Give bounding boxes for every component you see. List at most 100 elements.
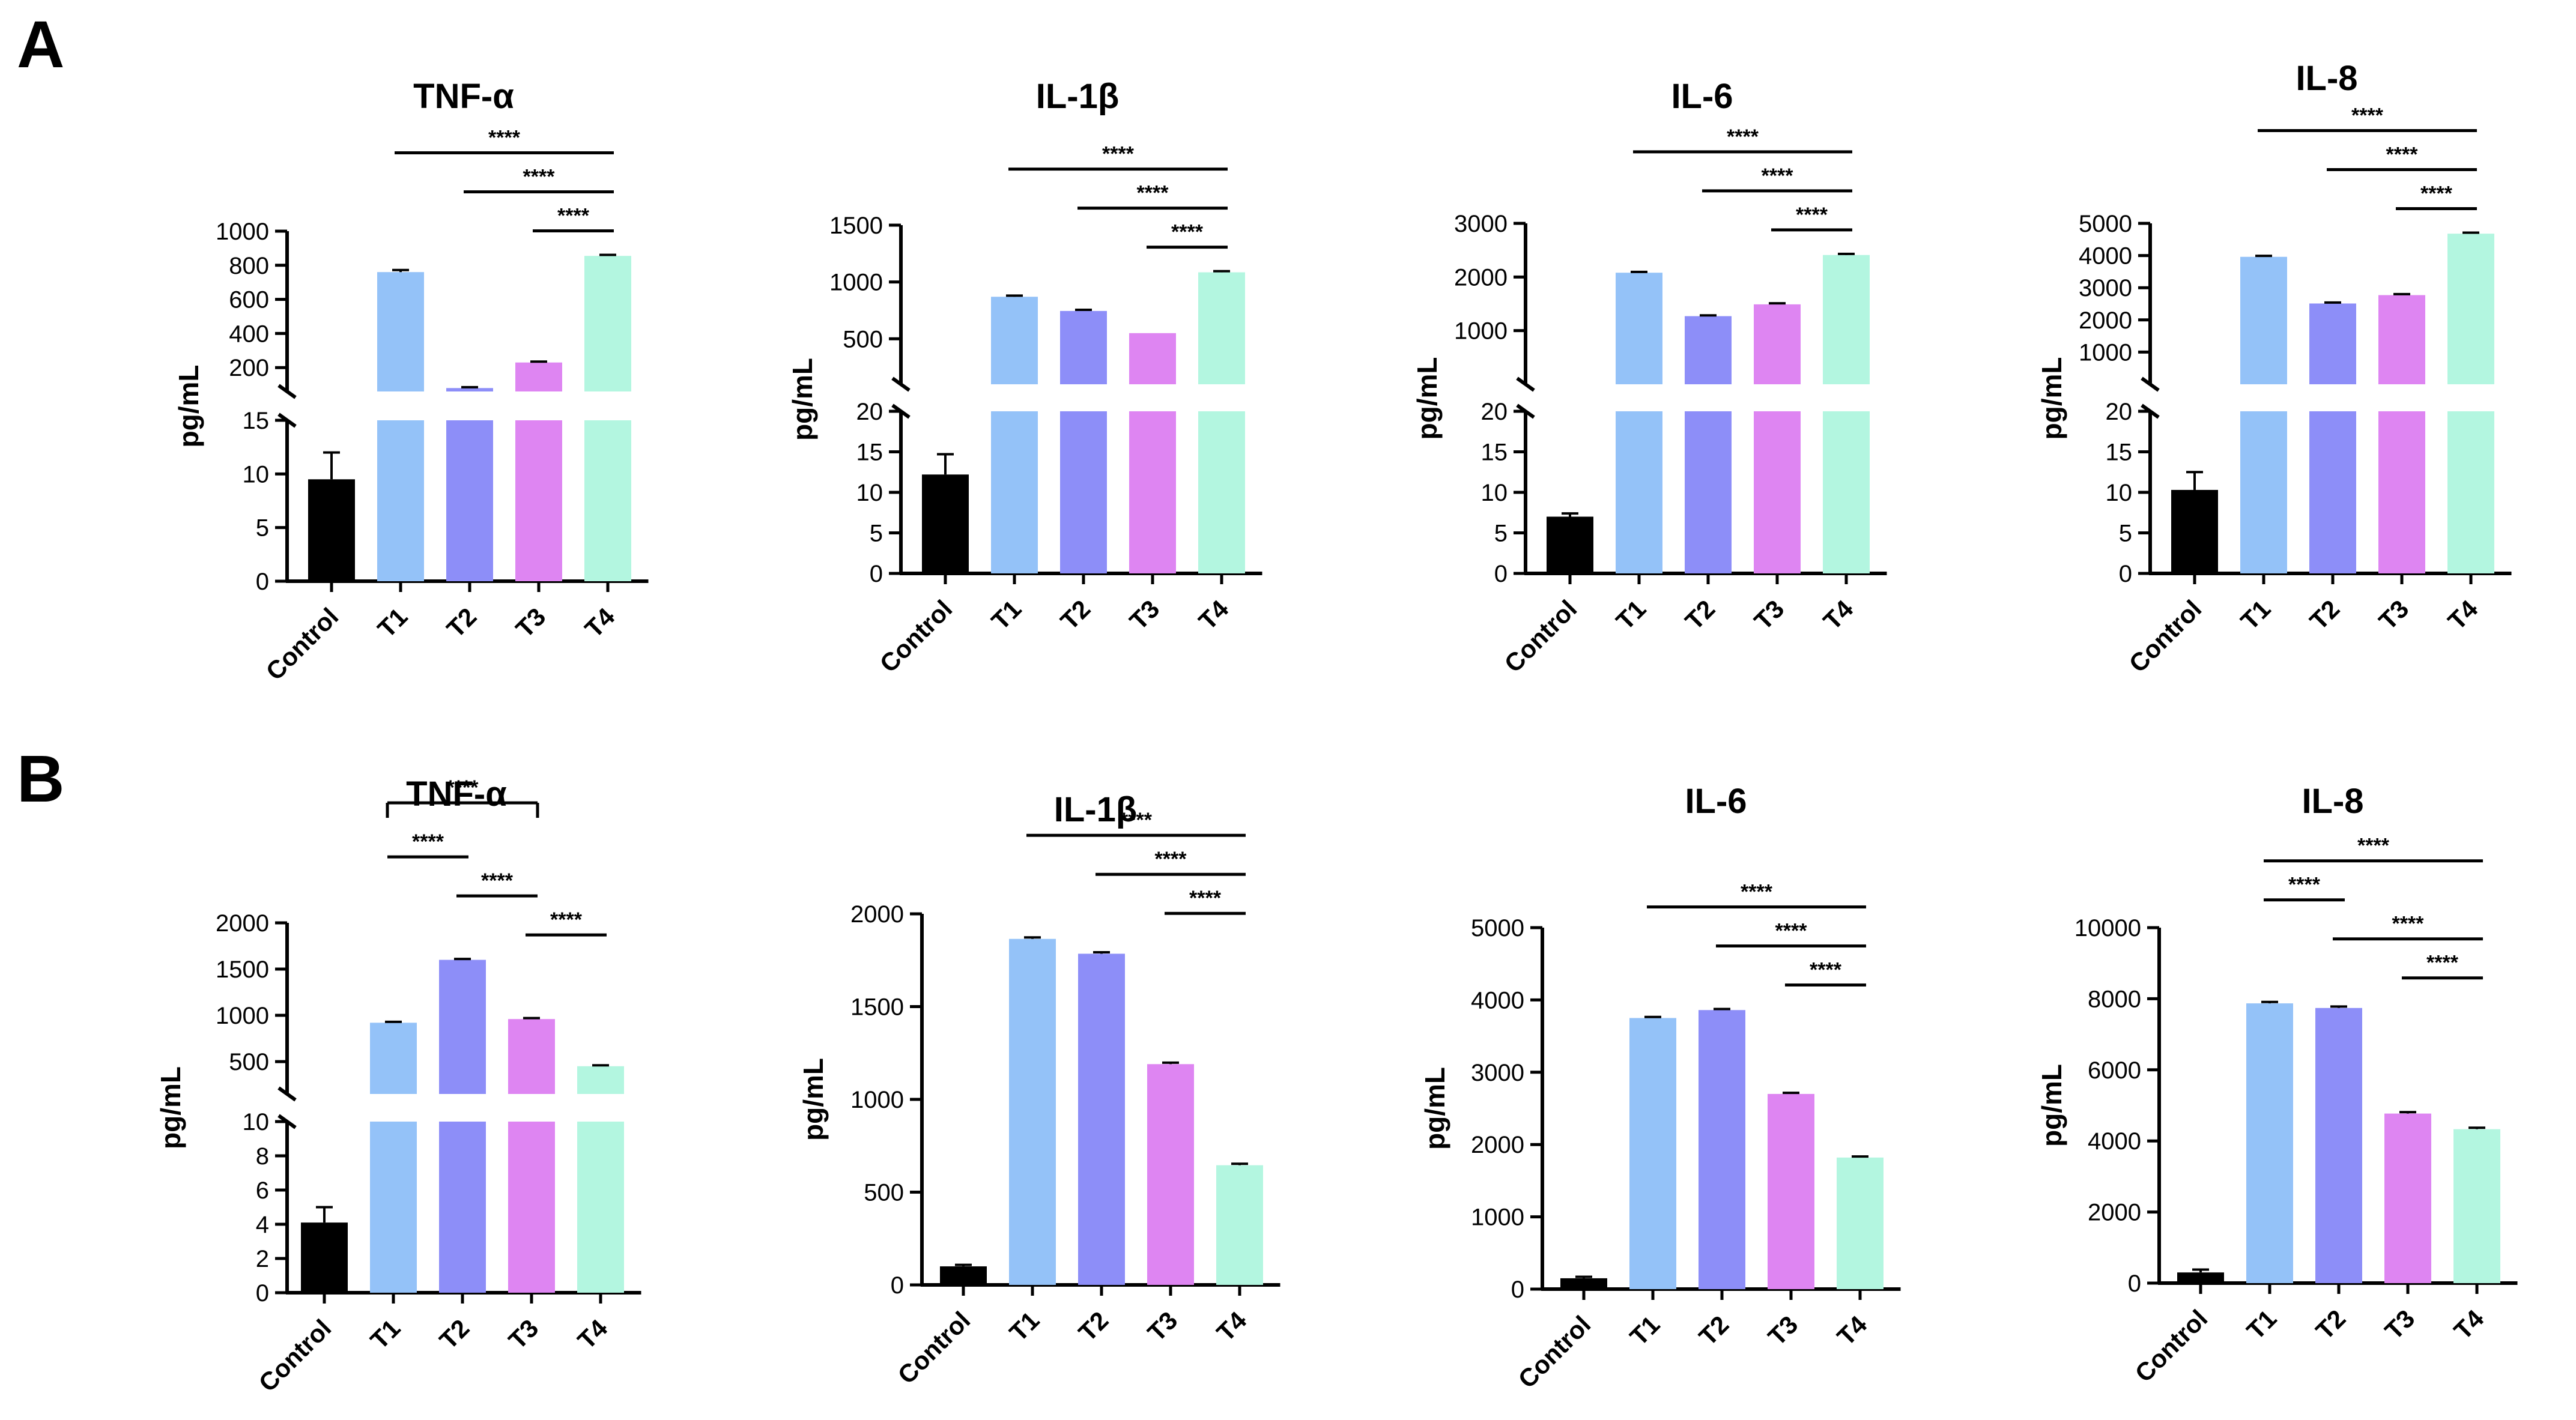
y-tick-label: 600 (229, 287, 269, 313)
x-tick-label-t2: T2 (2304, 594, 2345, 635)
y-axis-label: pg/mL (1411, 357, 1443, 440)
x-tick-label-t4: T4 (579, 602, 620, 643)
y-axis-label: pg/mL (173, 365, 204, 448)
bar-t4-lower (577, 1122, 624, 1293)
chart-title: IL-1β (1054, 790, 1138, 829)
bar-control (940, 1266, 987, 1285)
bar-t2 (2315, 1008, 2362, 1283)
bar-t1-lower (370, 1122, 417, 1293)
axis-break-mark (277, 384, 297, 399)
y-tick-label: 10 (243, 1109, 270, 1135)
x-tick-label-control: Control (874, 594, 958, 678)
panel-label-b: B (17, 742, 64, 816)
bar-t2 (1699, 1010, 1745, 1289)
significance-label: **** (1796, 204, 1828, 226)
y-tick-label: 0 (2128, 1270, 2141, 1297)
y-tick-label: 500 (864, 1180, 904, 1206)
y-tick-label: 15 (856, 440, 883, 466)
bar-t2-lower (1060, 411, 1107, 573)
y-tick-label: 2000 (216, 910, 269, 937)
y-tick-label: 4000 (1471, 987, 1524, 1014)
y-axis-label: pg/mL (2036, 1064, 2067, 1147)
bar-t1-lower (377, 420, 424, 581)
x-tick-label-t3: T3 (2373, 594, 2414, 635)
chart-title: TNF-α (406, 775, 507, 814)
bar-t2 (439, 959, 486, 1094)
y-tick-label: 1000 (850, 1087, 904, 1113)
bar-t3 (508, 1019, 555, 1094)
y-axis-label: pg/mL (2036, 357, 2067, 440)
chart-b-3: IL-6 pg/mL 0 1000 2000 3000 4000 5000 Control T1 T… (1419, 782, 1901, 1394)
y-tick-label: 1500 (829, 213, 883, 239)
x-tick-label-t1: T1 (986, 594, 1026, 635)
bar-t3 (1768, 1093, 1814, 1289)
chart-a-1: TNF-α pg/mL 0 5 10 15 200 400 600 800 1000 Control T… (173, 77, 649, 686)
bar-control (1547, 516, 1593, 573)
x-tick-label-t2: T2 (441, 602, 482, 643)
y-tick-label: 5 (1494, 521, 1508, 547)
y-tick-label: 200 (229, 355, 269, 381)
bar-t2-lower (446, 420, 493, 581)
significance-label: **** (1102, 143, 1135, 166)
y-tick-label: 0 (1494, 561, 1508, 587)
bar-t3 (1147, 1064, 1194, 1285)
y-tick-label: 500 (229, 1049, 269, 1075)
bar-t2 (446, 388, 493, 391)
significance-label: **** (1727, 125, 1759, 148)
y-tick-label: 2000 (2088, 1200, 2141, 1226)
x-tick-label-t2: T2 (1073, 1306, 1114, 1347)
y-tick-label: 1000 (2079, 339, 2132, 366)
bar-control (2171, 489, 2218, 573)
y-tick-label: 10 (243, 461, 270, 488)
x-tick-label-t2: T2 (434, 1314, 474, 1355)
x-tick-label-t4: T4 (1817, 594, 1858, 635)
x-tick-label-t4: T4 (572, 1314, 613, 1355)
y-tick-label: 0 (891, 1272, 904, 1299)
y-tick-label: 2000 (850, 901, 904, 928)
bar-t1 (1009, 938, 1056, 1285)
x-tick-label-control: Control (1499, 594, 1583, 678)
bar-t2 (1685, 316, 1732, 384)
y-tick-label: 5 (256, 515, 269, 542)
y-tick-label: 15 (1481, 440, 1508, 466)
significance-label: **** (2288, 874, 2321, 896)
y-tick-label: 8000 (2088, 986, 2141, 1012)
y-tick-label: 3000 (1454, 211, 1508, 237)
chart-a-3: IL-6 pg/mL 0 5 10 15 20 1000 2000 3000 Control T1 T2… (1411, 77, 1887, 678)
significance-label: **** (1762, 165, 1794, 187)
significance-label: **** (1189, 887, 1222, 910)
significance-label: **** (550, 908, 583, 931)
bar-t4-lower (1198, 411, 1245, 573)
x-tick-label-t1: T1 (2241, 1304, 2282, 1345)
panel-label-a: A (17, 8, 64, 82)
bar-t2 (2309, 303, 2356, 384)
significance-label: **** (523, 165, 556, 188)
y-tick-label: 3000 (1471, 1060, 1524, 1086)
y-tick-label: 1500 (216, 956, 269, 983)
y-tick-label: 2 (256, 1246, 269, 1272)
y-tick-label: 1500 (850, 994, 904, 1021)
bar-t3 (515, 362, 562, 391)
bar-t3 (2378, 295, 2425, 384)
y-tick-label: 1000 (1471, 1204, 1524, 1231)
significance-label: **** (481, 869, 514, 892)
axis-break-mark (1516, 376, 1535, 392)
bar-t1 (377, 272, 424, 391)
y-tick-label: 20 (2106, 399, 2133, 425)
y-tick-label: 0 (256, 1280, 269, 1307)
x-tick-label-t3: T3 (1748, 594, 1789, 635)
bar-t4 (2453, 1129, 2500, 1283)
y-axis-label: pg/mL (798, 1058, 829, 1141)
bar-t4-lower (584, 420, 631, 581)
bar-t3-lower (1129, 411, 1176, 573)
bar-t3 (1754, 304, 1801, 384)
bar-t1-lower (1616, 411, 1662, 573)
bar-t4 (1823, 255, 1870, 384)
significance-label: **** (2357, 835, 2390, 857)
chart-b-1: TNF-α pg/mL 0 2 4 6 8 10 500 1000 1500 2000 Control T… (155, 775, 641, 1397)
chart-a-2: IL-1β pg/mL 0 5 10 15 20 500 1000 1500 Control T1 T2… (787, 77, 1262, 678)
bar-t4 (1198, 272, 1245, 384)
chart-title: IL-8 (2302, 782, 2363, 821)
bar-t4 (1837, 1157, 1884, 1289)
axis-break-mark (891, 376, 911, 392)
